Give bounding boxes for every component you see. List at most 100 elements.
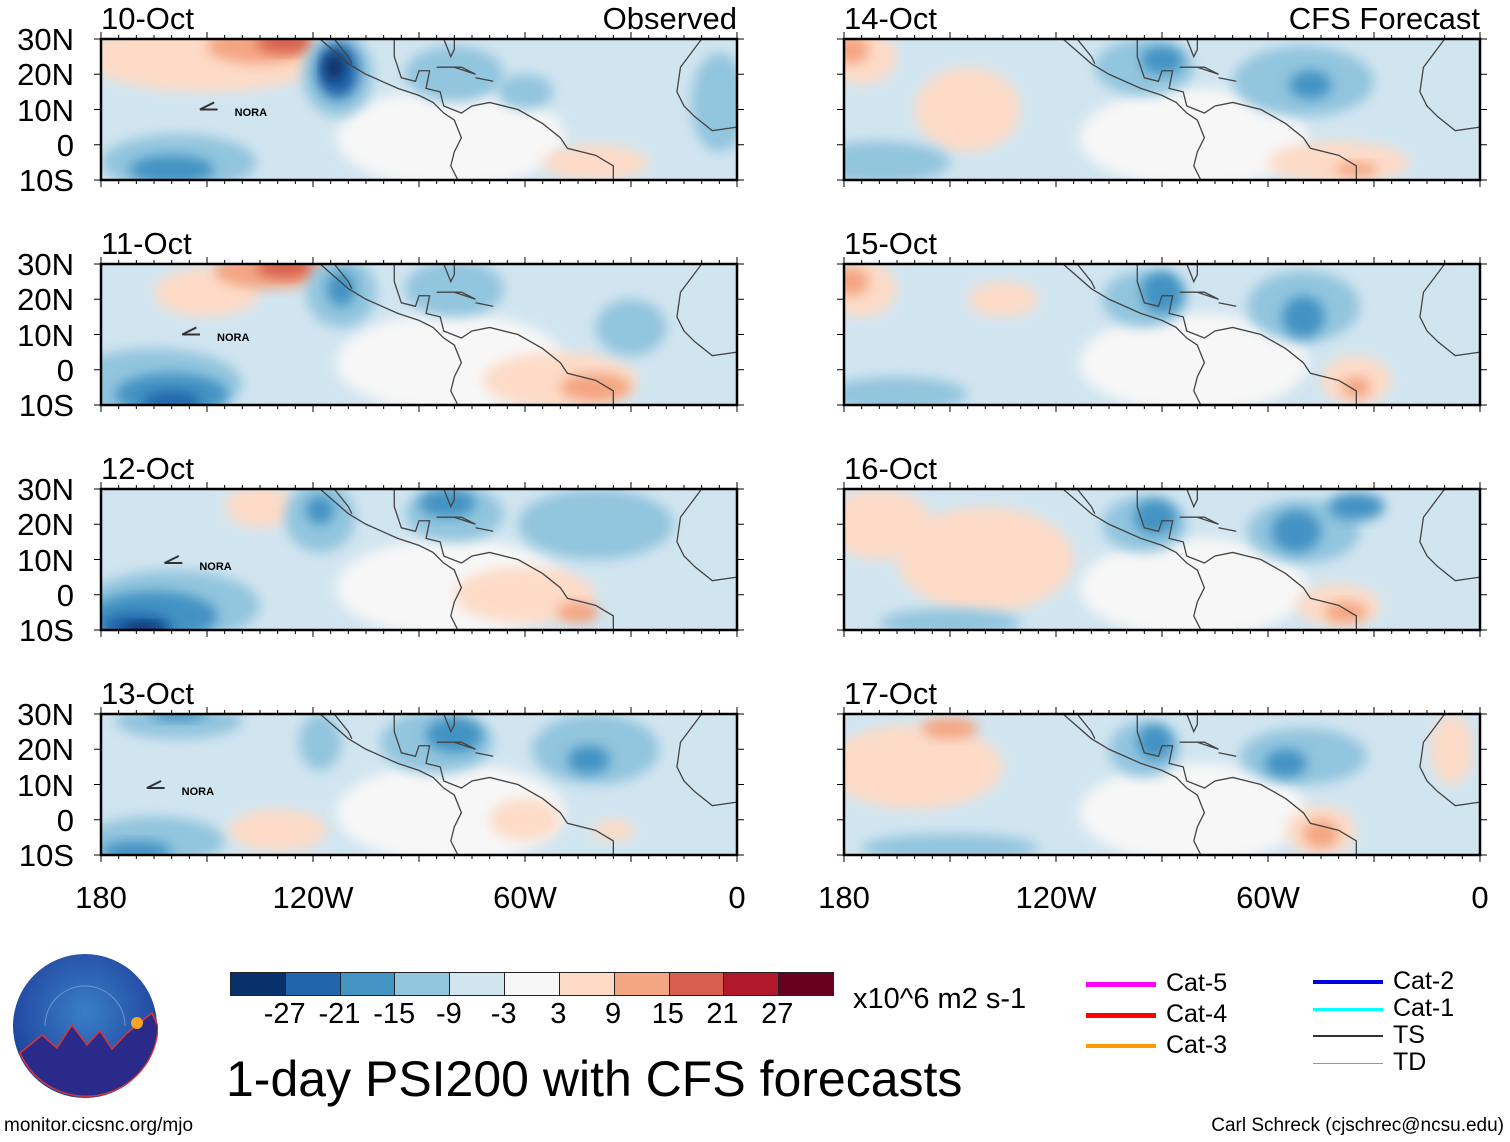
lat-tick-label: 10S — [18, 613, 74, 648]
coastline — [1179, 66, 1219, 75]
legend-label: Cat-1 — [1393, 994, 1455, 1022]
coastline — [1218, 302, 1237, 307]
coastline — [1419, 489, 1480, 582]
panel-date: 15-Oct — [844, 226, 938, 261]
anomaly-contour — [496, 74, 554, 110]
coastline — [393, 39, 614, 180]
anomaly-contour — [1324, 601, 1367, 623]
coastline — [676, 714, 737, 807]
panel-date: 10-Oct — [101, 1, 195, 36]
anomaly-contour — [861, 833, 1039, 855]
coastline — [1062, 39, 1206, 180]
coastline — [1136, 489, 1357, 630]
lon-tick-label: 180 — [75, 880, 127, 915]
coastline — [1179, 516, 1219, 525]
coastline — [676, 489, 737, 582]
anomaly-contour — [1140, 46, 1184, 75]
lon-tick-label: 0 — [1471, 880, 1489, 915]
anomaly-contour — [224, 489, 296, 528]
colorbar-label: 27 — [761, 998, 794, 1030]
lon-tick-label: 60W — [493, 880, 557, 915]
lon-tick-label: 60W — [1236, 880, 1300, 915]
coastline — [1186, 489, 1198, 509]
coastline — [436, 741, 476, 750]
coastline — [443, 714, 455, 734]
anomaly-contour — [560, 373, 631, 402]
psi200-map-panel — [837, 707, 1487, 862]
anomaly-contour — [1264, 749, 1307, 778]
lat-tick-label: 10N — [17, 542, 74, 578]
lon-tick-label: 120W — [272, 880, 354, 915]
lat-tick-label: 20N — [17, 732, 74, 768]
anomaly-contour — [298, 714, 342, 771]
footer-credit: Carl Schreck (cjschrec@ncsu.edu) — [1211, 1115, 1504, 1136]
legend-line-cat-5 — [1086, 981, 1156, 987]
coastline — [1186, 39, 1198, 59]
coastline — [443, 489, 455, 509]
anomaly-contour — [305, 496, 335, 525]
psi200-map-panel — [837, 257, 1487, 412]
anomaly-contour — [323, 53, 345, 82]
anomaly-contour — [1133, 499, 1177, 535]
lat-tick-label: 20N — [17, 507, 74, 543]
coastline — [1136, 39, 1357, 180]
anomaly-contour — [228, 809, 328, 852]
anomaly-contour — [1079, 763, 1309, 855]
cics-logo — [13, 954, 158, 1098]
legend-line-cat-2 — [1313, 980, 1383, 984]
coastline — [1419, 714, 1480, 807]
nora-track — [199, 101, 218, 111]
psi200-map-panel — [94, 32, 744, 187]
anomaly-contour — [556, 601, 600, 623]
lat-tick-label: 10S — [18, 388, 74, 423]
anomaly-contour — [404, 46, 504, 103]
coastline — [436, 291, 476, 300]
anomaly-contour — [115, 714, 243, 739]
coastline — [1179, 741, 1219, 750]
anomaly-contour — [879, 608, 1021, 630]
legend-line-cat-4 — [1086, 1012, 1156, 1018]
colorbar-label: -15 — [373, 998, 416, 1030]
footer-url[interactable]: monitor.cicsnc.org/mjo — [4, 1115, 194, 1136]
coastline — [1076, 39, 1096, 64]
anomaly-contour — [844, 141, 950, 180]
coastline — [1186, 264, 1198, 284]
colorbar-swatch — [340, 973, 396, 995]
anomaly-contour — [1289, 70, 1332, 99]
lat-tick-label: 0 — [56, 127, 74, 163]
legend-label: Cat-4 — [1166, 1000, 1228, 1028]
anomaly-contour — [1303, 819, 1339, 848]
lon-tick-label: 120W — [1015, 880, 1097, 915]
legend-line-cat-3 — [1086, 1044, 1156, 1048]
colorbar-swatch — [724, 973, 780, 995]
anomaly-contour — [489, 798, 561, 841]
coastline — [1136, 264, 1357, 405]
coastline — [319, 264, 463, 405]
legend-label: Cat-2 — [1393, 967, 1455, 995]
coastline — [1136, 714, 1357, 855]
colorbar-label: -21 — [318, 998, 361, 1030]
colorbar-swatch — [669, 973, 725, 995]
nora-track — [181, 326, 200, 336]
anomaly-contour — [150, 714, 207, 722]
anomaly-contour — [844, 39, 869, 64]
colorbar-label: 9 — [605, 998, 622, 1030]
anomaly-contour — [921, 717, 979, 739]
coastline — [475, 77, 494, 82]
coastline — [1179, 291, 1219, 300]
coastline — [393, 489, 614, 630]
coastline — [319, 39, 463, 180]
lat-tick-label: 10N — [17, 767, 74, 803]
anomaly-contour — [256, 264, 313, 279]
anomaly-contour — [1342, 376, 1371, 398]
colorbar-label: -9 — [436, 998, 462, 1030]
colorbar-label: -27 — [263, 998, 306, 1030]
legend-line-cat-1 — [1313, 1007, 1383, 1011]
anomaly-contour — [143, 390, 200, 405]
coastline — [1062, 489, 1206, 630]
lat-tick-label: 10N — [17, 317, 74, 353]
anomaly-contour — [1430, 714, 1473, 785]
coastline — [393, 264, 614, 405]
column-label: CFS Forecast — [1288, 1, 1480, 36]
panel-date: 13-Oct — [101, 676, 195, 711]
